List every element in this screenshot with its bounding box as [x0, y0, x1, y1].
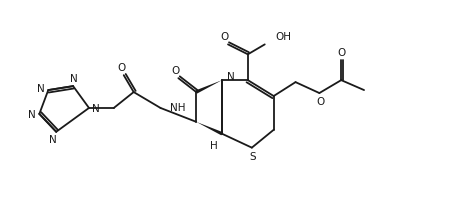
Text: N: N	[70, 74, 78, 84]
Text: OH: OH	[276, 32, 292, 42]
Text: S: S	[250, 152, 256, 162]
Text: O: O	[171, 66, 180, 76]
Text: O: O	[316, 97, 324, 107]
Text: O: O	[337, 48, 345, 58]
Text: N: N	[49, 135, 57, 145]
Text: O: O	[220, 32, 228, 42]
Polygon shape	[196, 122, 223, 135]
Text: O: O	[118, 63, 126, 73]
Text: N: N	[92, 104, 100, 114]
Text: NH: NH	[170, 103, 186, 113]
Text: N: N	[227, 72, 235, 82]
Text: N: N	[27, 110, 35, 120]
Text: N: N	[38, 84, 45, 94]
Text: H: H	[210, 141, 218, 151]
Polygon shape	[196, 80, 222, 94]
